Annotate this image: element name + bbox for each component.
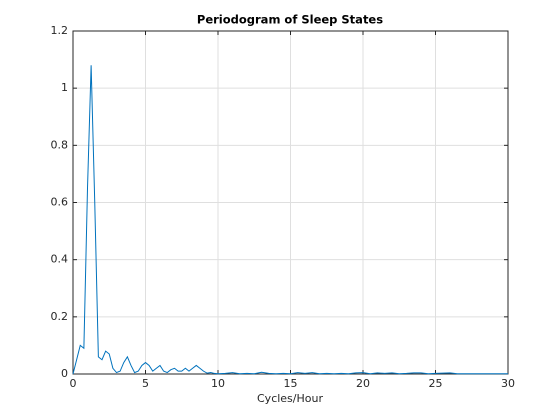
- x-tick-label: 30: [501, 377, 515, 390]
- x-tick-label: 20: [356, 377, 370, 390]
- y-tick-label: 1: [61, 81, 68, 94]
- x-tick-label: 0: [70, 377, 77, 390]
- x-axis-label: Cycles/Hour: [257, 392, 323, 405]
- x-tick-label: 25: [429, 377, 443, 390]
- y-tick-label: 0.2: [51, 310, 69, 323]
- y-tick-label: 0.8: [51, 138, 69, 151]
- x-tick-label: 5: [142, 377, 149, 390]
- x-tick-label: 10: [211, 377, 225, 390]
- line-series: [72, 65, 508, 375]
- y-tick-label: 0.6: [51, 196, 69, 209]
- y-tick-label: 0: [61, 367, 68, 380]
- y-tick-label: 1.2: [51, 24, 69, 37]
- y-tick-label: 0.4: [51, 253, 69, 266]
- chart-title: Periodogram of Sleep States: [197, 13, 383, 27]
- x-tick-label: 15: [284, 377, 298, 390]
